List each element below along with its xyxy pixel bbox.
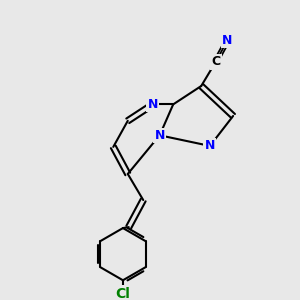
Text: N: N: [154, 129, 165, 142]
Text: N: N: [222, 34, 232, 47]
Text: Cl: Cl: [116, 287, 130, 300]
Text: N: N: [148, 98, 158, 111]
Text: N: N: [205, 140, 215, 152]
Text: C: C: [211, 55, 220, 68]
